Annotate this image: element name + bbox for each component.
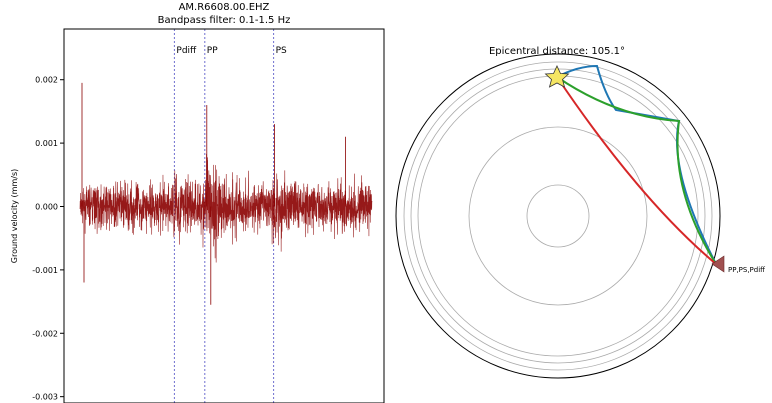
seismogram-axes-frame <box>63 28 385 403</box>
station-phase-label: PP,PS,Pdiff <box>728 266 765 274</box>
seismogram-ylabel: Ground velocity (mm/s) <box>10 169 19 263</box>
inner-core-boundary-circle <box>526 184 590 248</box>
mantle-discontinuity-circle <box>403 61 713 371</box>
y-tick-label: -0.003 <box>32 393 58 402</box>
station-triangle-icon <box>711 255 725 273</box>
ray-path-diagram: Epicentral distance: 105.1° PP,PS,Pdiff <box>395 46 765 379</box>
phase-marker-label: PS <box>276 46 287 56</box>
seismogram-chart: AM.R6608.00.EHZ Bandpass filter: 0.1-1.5… <box>10 2 385 403</box>
epicentral-distance-title: Epicentral distance: 105.1° <box>489 46 625 57</box>
earth-surface-circle <box>395 53 721 379</box>
y-tick-label: 0.002 <box>35 76 58 85</box>
y-tick-label: -0.002 <box>32 329 58 338</box>
outer-core-boundary-circle <box>468 126 648 306</box>
ray-path-pp <box>556 64 717 265</box>
seismogram-title: AM.R6608.00.EHZ <box>179 2 270 13</box>
y-tick-label: 0.001 <box>35 139 58 148</box>
seismogram-subtitle: Bandpass filter: 0.1-1.5 Hz <box>158 15 291 26</box>
y-tick-label: -0.001 <box>32 266 58 275</box>
y-tick-label: 0.000 <box>35 202 58 211</box>
ray-path-pdiff <box>556 76 717 265</box>
source-star-icon <box>544 65 570 88</box>
mantle-discontinuity-circle <box>410 68 706 364</box>
seismogram-trace <box>79 153 373 263</box>
ray-path-ps <box>556 76 717 265</box>
phase-marker-label: Pdiff <box>176 46 197 56</box>
phase-marker-label: PP <box>207 46 218 56</box>
